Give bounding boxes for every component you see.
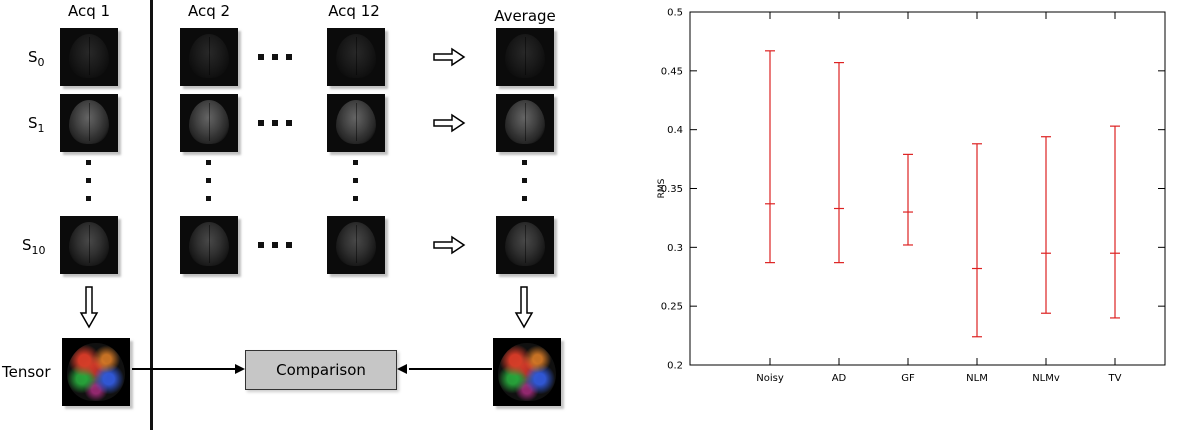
y-axis-label: RMS (657, 178, 667, 198)
y-tick-label: 0.35 (661, 184, 683, 195)
x-tick-label: GF (901, 373, 915, 384)
ellipsis-horizontal-icon (258, 242, 292, 248)
y-tick-label: 0.25 (661, 302, 683, 313)
errorbar-gf (903, 153, 913, 246)
arrow-line-right (409, 368, 492, 370)
row-label-s10: S10 (22, 236, 46, 257)
y-tick-label: 0.2 (667, 361, 683, 372)
brain-image-s1-average (496, 94, 554, 152)
brain-image-s0-average (496, 28, 554, 86)
double-arrow-right-icon (432, 112, 466, 138)
y-tick-label: 0.45 (661, 66, 683, 77)
double-arrow-down-icon (513, 285, 535, 335)
acquisition-diagram: Acq 1 Acq 2 Acq 12 Average S0 S1 S10 Ten… (2, 0, 561, 430)
row-label-s0: S0 (28, 48, 45, 69)
double-arrow-down-icon (78, 285, 100, 335)
ellipsis-horizontal-icon (258, 120, 292, 126)
column-header-acq12: Acq 12 (328, 2, 380, 20)
x-tick-label: Noisy (756, 373, 784, 384)
x-tick-label: NLM (966, 373, 988, 384)
arrowhead-right-icon (235, 364, 245, 374)
brain-image-s1-acq1 (60, 94, 118, 152)
y-tick-label: 0.3 (667, 243, 683, 254)
x-tick-label: NLMv (1032, 373, 1060, 384)
tensor-image-right (493, 338, 561, 406)
brain-image-s0-acq12 (327, 28, 385, 86)
errorbar-nlm (972, 143, 982, 338)
errorbar-ad (834, 61, 844, 264)
column-header-acq2: Acq 2 (187, 2, 231, 20)
errorbar-noisy (765, 50, 775, 264)
brain-image-s10-acq1 (60, 216, 118, 274)
y-tick-label: 0.5 (667, 8, 683, 19)
brain-image-s1-acq12 (327, 94, 385, 152)
ellipsis-vertical-icon (86, 160, 91, 201)
rms-chart-panel: 0.2 0.25 0.3 0.35 0.4 0.45 0.5 Noisy AD GF NLM NLMv… (650, 0, 1179, 430)
ellipsis-vertical-icon (522, 160, 527, 201)
brain-image-s0-acq2 (180, 28, 238, 86)
column-header-average: Average (494, 7, 556, 25)
rms-errorbar-chart: 0.2 0.25 0.3 0.35 0.4 0.45 0.5 Noisy AD GF NLM NLMv… (657, 8, 1166, 384)
brain-image-s10-acq12 (327, 216, 385, 274)
tensor-label: Tensor (2, 363, 51, 381)
brain-image-s10-acq2 (180, 216, 238, 274)
errorbar-tv (1110, 125, 1120, 319)
arrow-line-left (132, 368, 235, 370)
plot-border (689, 11, 1166, 366)
ellipsis-vertical-icon (353, 160, 358, 201)
tensor-image-left (62, 338, 130, 406)
brain-image-s1-acq2 (180, 94, 238, 152)
ellipsis-horizontal-icon (258, 54, 292, 60)
brain-image-s10-average (496, 216, 554, 274)
x-tick-label: TV (1108, 373, 1122, 384)
comparison-box: Comparison (245, 350, 397, 390)
double-arrow-right-icon (432, 46, 466, 72)
ellipsis-vertical-icon (206, 160, 211, 201)
row-label-s1: S1 (28, 114, 45, 135)
double-arrow-right-icon (432, 234, 466, 260)
divider-line (150, 0, 153, 430)
column-header-acq1: Acq 1 (67, 2, 111, 20)
x-tick-label: AD (832, 373, 847, 384)
brain-image-s0-acq1 (60, 28, 118, 86)
arrowhead-left-icon (397, 364, 407, 374)
errorbar-nlmv (1041, 136, 1051, 314)
y-tick-label: 0.4 (667, 125, 683, 136)
